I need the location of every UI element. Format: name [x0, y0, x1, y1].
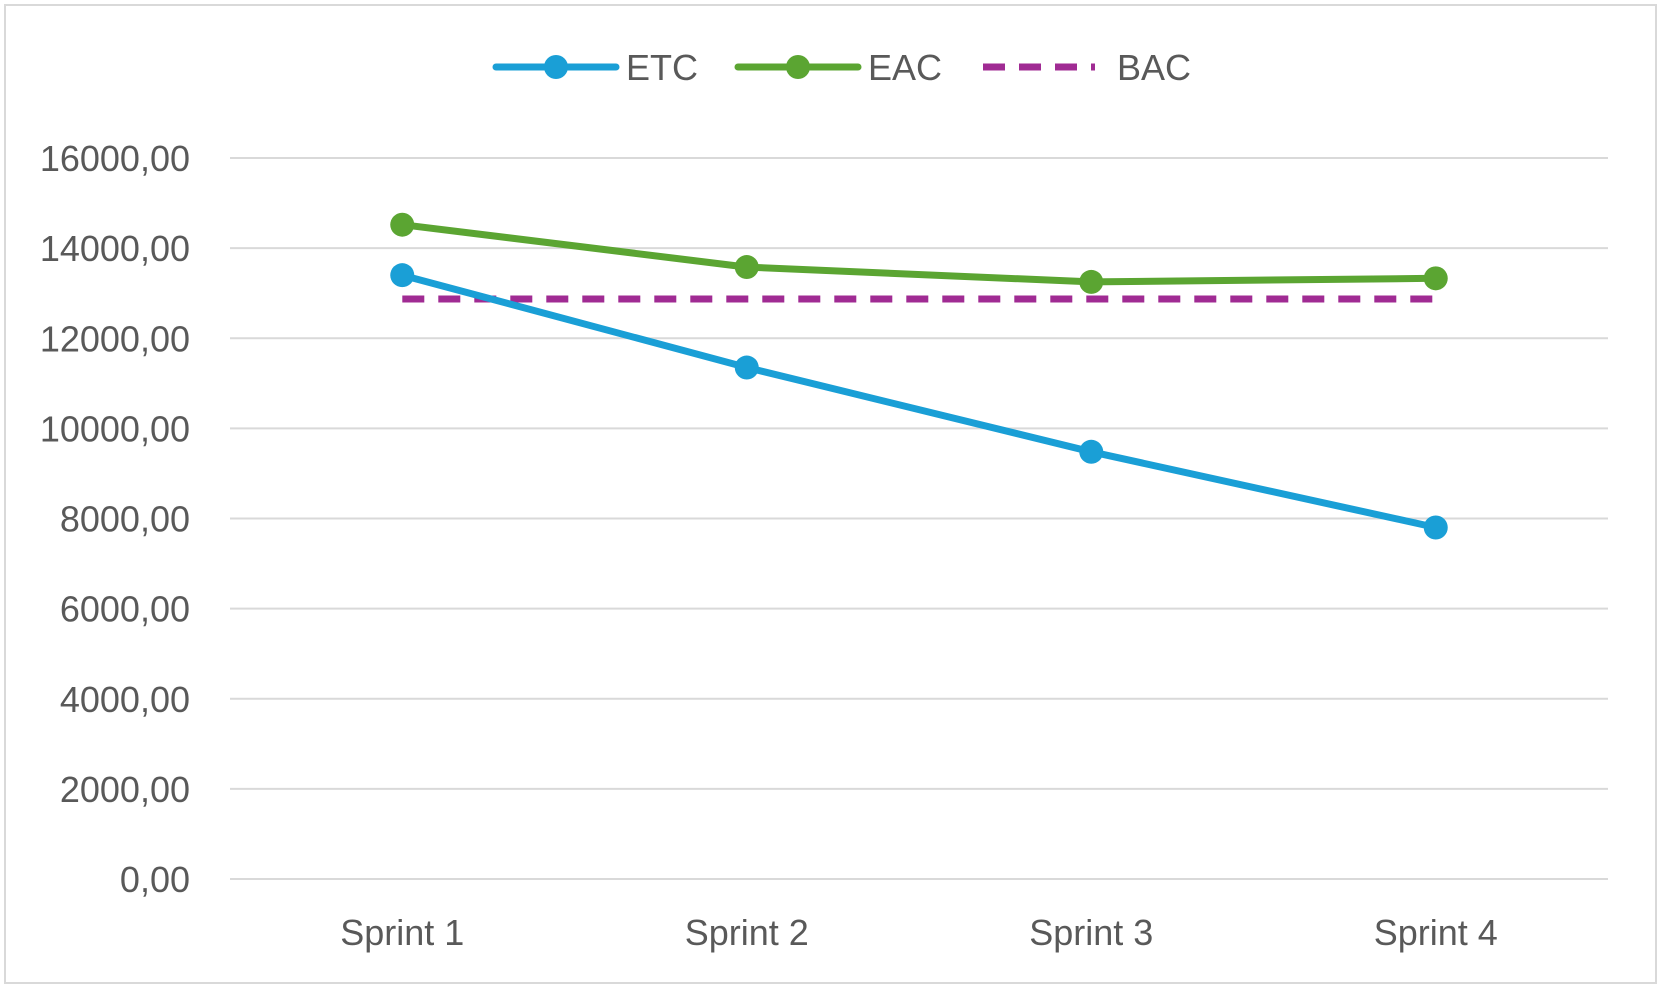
series-etc [390, 263, 1448, 540]
y-tick-label: 2000,00 [60, 769, 190, 810]
data-point-etc [1423, 515, 1448, 540]
legend-label: ETC [626, 47, 698, 88]
x-tick-label: Sprint 1 [340, 912, 464, 953]
data-point-etc [734, 355, 759, 380]
legend-marker [786, 55, 810, 79]
data-point-etc [390, 263, 415, 288]
legend-item-eac: EAC [734, 47, 942, 88]
legend-marker [544, 55, 568, 79]
y-tick-label: 4000,00 [60, 679, 190, 720]
legend: ETC EAC BAC [492, 47, 1191, 88]
series-line-etc [398, 271, 1440, 531]
data-point-eac [390, 212, 415, 237]
data-point-eac [1423, 266, 1448, 291]
y-tick-label: 10000,00 [40, 408, 190, 449]
data-point-eac [734, 255, 759, 280]
x-tick-label: Sprint 4 [1374, 912, 1498, 953]
series-eac [390, 212, 1448, 294]
series-lines [390, 212, 1448, 540]
legend-item-bac: BAC [983, 47, 1191, 88]
data-point-eac [1079, 269, 1104, 294]
x-axis-labels: Sprint 1 Sprint 2 Sprint 3 Sprint 4 [340, 912, 1498, 953]
chart-frame [4, 4, 1657, 984]
y-tick-label: 8000,00 [60, 499, 190, 540]
x-tick-label: Sprint 3 [1029, 912, 1153, 953]
gridlines [230, 157, 1608, 880]
y-tick-label: 0,00 [120, 859, 190, 900]
series-line-eac [398, 221, 1440, 286]
data-point-etc [1079, 439, 1104, 464]
y-tick-label: 6000,00 [60, 589, 190, 630]
legend-label: BAC [1117, 47, 1191, 88]
x-tick-label: Sprint 2 [685, 912, 809, 953]
legend-item-etc: ETC [492, 47, 698, 88]
legend-label: EAC [868, 47, 942, 88]
y-tick-label: 14000,00 [40, 228, 190, 269]
y-tick-label: 12000,00 [40, 318, 190, 359]
y-axis-labels: 0,00 2000,00 4000,00 6000,00 8000,00 10000,00… [40, 138, 190, 900]
y-tick-label: 16000,00 [40, 138, 190, 179]
